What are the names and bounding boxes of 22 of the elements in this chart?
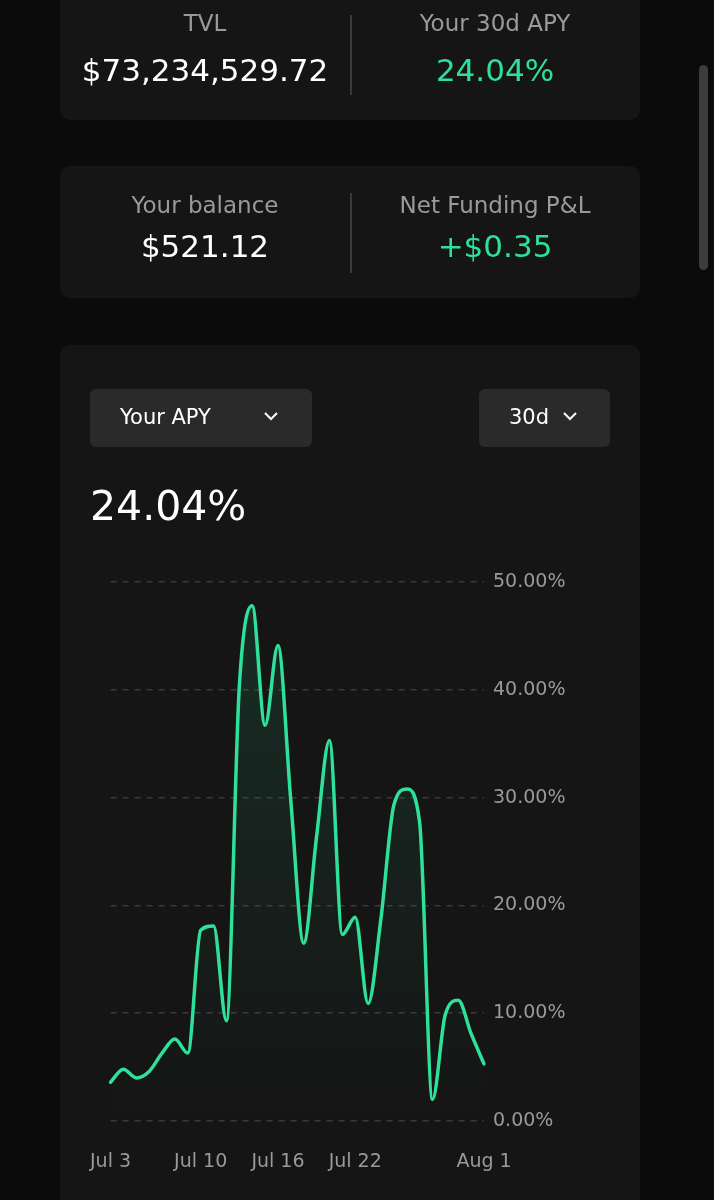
text: $521.12 bbox=[140, 228, 270, 264]
x-tick-label: Jul 10 bbox=[173, 1149, 228, 1172]
x-tick-label: Jul 16 bbox=[250, 1149, 305, 1172]
y-tick-label: 50.00% bbox=[493, 568, 566, 591]
y-tick-label: 20.00% bbox=[493, 892, 566, 915]
x-tick-label: Jul 22 bbox=[327, 1149, 382, 1172]
text: $73,234,529.72 bbox=[81, 52, 329, 88]
text: Your APY bbox=[120, 405, 211, 429]
text: Net Funding P&L bbox=[399, 192, 591, 218]
text: TVL bbox=[183, 10, 227, 36]
text: Your balance bbox=[131, 192, 279, 218]
chart-title: 24.04% bbox=[90, 482, 247, 530]
text: 24.04% bbox=[435, 52, 555, 88]
y-tick-label: 0.00% bbox=[493, 1107, 554, 1130]
y-tick-label: 40.00% bbox=[493, 676, 566, 699]
y-tick-label: 10.00% bbox=[493, 1000, 566, 1023]
text: 30d bbox=[509, 405, 550, 429]
text: Your 30d APY bbox=[419, 10, 571, 36]
text: +$0.35 bbox=[437, 228, 553, 264]
y-tick-label: 30.00% bbox=[493, 784, 566, 807]
x-tick-label: Jul 3 bbox=[88, 1149, 132, 1172]
x-tick-label: Aug 1 bbox=[456, 1149, 512, 1172]
